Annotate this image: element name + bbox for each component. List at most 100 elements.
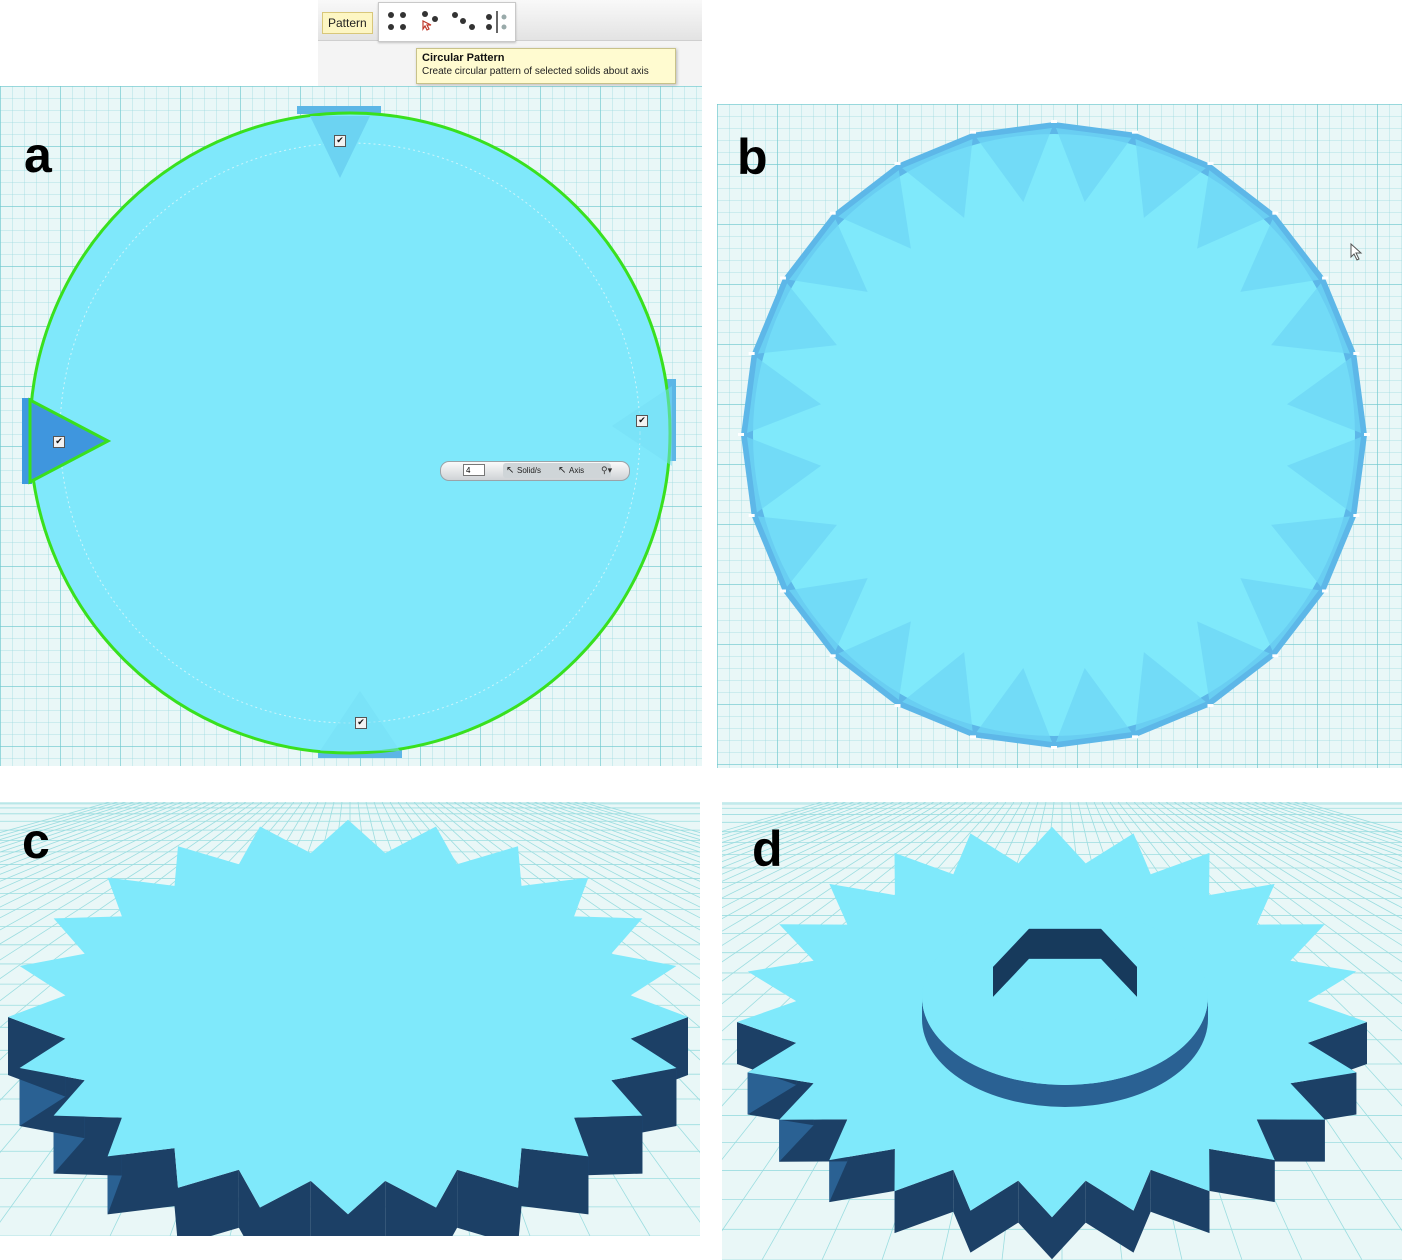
grid-line (0, 802, 199, 890)
tooth-marker (829, 654, 836, 658)
pattern-count-input[interactable]: 4 (463, 464, 485, 476)
gear-side-face (178, 1169, 239, 1236)
tooth-marker (1272, 654, 1279, 658)
base-disc[interactable] (28, 111, 672, 755)
grid-line (1141, 802, 1402, 1032)
tooth-checkbox-top[interactable]: ✔ (334, 135, 346, 147)
pattern-options-dropdown[interactable]: ⚲▾ (601, 463, 625, 478)
patterned-tooth (838, 170, 911, 249)
patterned-tooth (1197, 621, 1270, 700)
mouse-cursor-icon (1350, 243, 1363, 261)
grid-line (453, 802, 700, 961)
panel-b-viewport[interactable]: b (717, 104, 1402, 768)
gear-side-face (953, 1169, 971, 1253)
grid-line (722, 802, 967, 982)
select-axis-button[interactable]: Axis (555, 463, 611, 478)
gear-side-face (1085, 1180, 1134, 1253)
patterned-tooth (1240, 219, 1319, 292)
grid-line (437, 802, 700, 1002)
selected-tooth[interactable] (28, 397, 112, 485)
tooth-checkbox-bottom[interactable]: ✔ (355, 717, 367, 729)
grid-line (0, 802, 263, 1002)
tooth-marker (1272, 211, 1279, 215)
patterned-tooth (758, 516, 837, 587)
gear-side-face (1209, 1148, 1275, 1203)
gear-side-face (385, 1180, 436, 1236)
circular-pattern-panel: 4 Solid/s Axis ⚲▾ (440, 461, 630, 481)
pattern-toolbar: Pattern Circular Pattern Create circular… (318, 0, 702, 86)
panel-c-label: c (22, 813, 50, 869)
gear-side-face (174, 1148, 178, 1236)
grid-line (722, 802, 927, 909)
gear-3d[interactable] (8, 819, 688, 1236)
disc-face (753, 134, 1355, 736)
select-solids-button[interactable]: Solid/s (503, 463, 565, 478)
grid-line (722, 802, 935, 920)
grid-line (1157, 802, 1402, 982)
patterned-tooth (976, 668, 1052, 742)
patterned-tooth (1287, 357, 1361, 433)
grid-line (1133, 802, 1402, 1065)
gear-side-face (310, 1180, 348, 1236)
circular-pattern-tooltip: Circular Pattern Create circular pattern… (416, 48, 676, 84)
grid-line (1197, 802, 1402, 909)
gear-side-face (1256, 1119, 1325, 1162)
grid-line (1205, 802, 1402, 899)
grid-line (493, 802, 700, 898)
grid-line (722, 802, 903, 882)
top-tab (297, 106, 381, 114)
grid-line (0, 802, 255, 980)
pattern-menu-label[interactable]: Pattern (322, 12, 373, 34)
hex-hub[interactable] (922, 909, 1208, 1107)
toolbar-strip: Pattern (318, 0, 702, 42)
path-pattern-icon[interactable] (451, 9, 477, 35)
grid-line (1165, 802, 1402, 963)
panel-a-viewport[interactable]: a ✔ ✔ ✔ ✔ < | > 4 Solid/s Axis ⚲▾ (0, 86, 702, 766)
grid-line (0, 802, 191, 882)
panel-d-canvas (722, 802, 1402, 1260)
tooth-marker (1207, 704, 1214, 708)
pattern-tools-tray (378, 2, 516, 42)
gear-side-face (1133, 1169, 1151, 1253)
link-icon: ⚲ (601, 465, 608, 475)
panel-c-viewport[interactable]: c (0, 802, 700, 1236)
patterned-tooth (976, 128, 1052, 202)
grid-line (1221, 802, 1402, 882)
patterned-tooth (747, 437, 821, 513)
patterned-tooth (789, 578, 868, 651)
tooth-marker (1051, 746, 1057, 749)
gear-top-face (8, 819, 688, 1215)
patterned-tooth (789, 219, 868, 292)
panel-d-viewport[interactable]: d (722, 802, 1402, 1260)
gear-side-face (1150, 1169, 1210, 1234)
tooth-marker (748, 514, 755, 518)
mirror-icon[interactable] (483, 9, 509, 35)
hex-hole-floor (993, 958, 1137, 1036)
gear-side-face (574, 1115, 643, 1176)
gear-side-face (1018, 1180, 1052, 1260)
tooltip-description: Create circular pattern of selected soli… (422, 66, 649, 77)
tooth-checkbox-left[interactable]: ✔ (53, 436, 65, 448)
panel-b-canvas (738, 120, 1370, 749)
patterned-tooth (838, 621, 911, 700)
grid-line (0, 802, 207, 898)
gear-side-face (894, 1169, 954, 1234)
grid-line (722, 802, 959, 963)
patterned-tooth (1271, 516, 1350, 587)
gear-side-face (970, 1180, 1019, 1253)
grid-line (1173, 802, 1402, 946)
circular-pattern-icon[interactable] (417, 9, 443, 35)
gear-side-face (348, 1180, 386, 1236)
rectangular-pattern-icon[interactable] (385, 9, 411, 35)
patterned-tooth (758, 283, 837, 354)
ghost-tooth-top (310, 116, 370, 178)
tooth-marker (1051, 120, 1057, 123)
gear-side-face (238, 1169, 260, 1236)
gear-side-face (1052, 1180, 1086, 1260)
patterned-disc[interactable] (738, 120, 1370, 749)
grid-line (501, 802, 700, 890)
tooth-checkbox-right[interactable]: ✔ (636, 415, 648, 427)
tooth-marker (1322, 276, 1329, 280)
left-tab (22, 398, 32, 484)
panel-c-canvas (0, 802, 700, 1236)
